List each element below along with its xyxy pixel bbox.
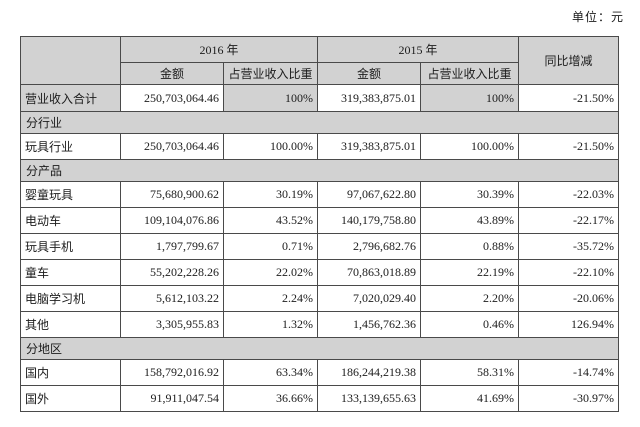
ratio-2016-header: 占营业收入比重	[222, 62, 319, 85]
value-cell: 1,797,799.67	[120, 233, 224, 260]
value-cell: 55,202,228.26	[120, 259, 224, 286]
unit-label: 单位：元	[571, 10, 624, 24]
amount-2016-header: 金额	[120, 62, 224, 85]
row-label: 电动车	[20, 207, 121, 234]
value-cell: -21.50%	[518, 133, 620, 160]
value-cell: 97,067,622.80	[317, 181, 422, 208]
value-cell: 1,456,762.36	[317, 311, 422, 338]
value-cell: 109,104,076.86	[120, 207, 224, 234]
value-cell: -22.17%	[518, 207, 620, 234]
value-cell: 5,612,103.22	[120, 285, 224, 312]
value-cell: 43.52%	[222, 207, 319, 234]
value-cell: 2.20%	[420, 285, 520, 312]
value-cell: -22.03%	[518, 181, 620, 208]
value-cell: 100%	[420, 84, 520, 112]
value-cell: -21.50%	[518, 84, 620, 112]
value-cell: 319,383,875.01	[317, 84, 422, 112]
value-cell: 30.19%	[222, 181, 319, 208]
value-cell: 3,305,955.83	[120, 311, 224, 338]
row-label: 婴童玩具	[20, 181, 121, 208]
value-cell: 250,703,064.46	[120, 133, 224, 160]
value-cell: 70,863,018.89	[317, 259, 422, 286]
value-cell: 58.31%	[420, 359, 520, 386]
value-cell: -20.06%	[518, 285, 620, 312]
value-cell: 2,796,682.76	[317, 233, 422, 260]
value-cell: -14.74%	[518, 359, 620, 386]
value-cell: 1.32%	[222, 311, 319, 338]
value-cell: -35.72%	[518, 233, 620, 260]
amount-2015-header: 金额	[317, 62, 422, 85]
value-cell: 250,703,064.46	[120, 84, 224, 112]
value-cell: 158,792,016.92	[120, 359, 224, 386]
value-cell: 186,244,219.38	[317, 359, 422, 386]
value-cell: 75,680,900.62	[120, 181, 224, 208]
year-2015-header: 2015 年	[317, 36, 520, 63]
value-cell: 319,383,875.01	[317, 133, 422, 160]
value-cell: -30.97%	[518, 385, 620, 412]
value-cell: 91,911,047.54	[120, 385, 224, 412]
row-label: 国外	[20, 385, 121, 412]
table-body: 营业收入合计 250,703,064.46 100% 319,383,875.01 10…	[19, 84, 620, 412]
value-cell: 63.34%	[222, 359, 319, 386]
value-cell: 133,139,655.63	[317, 385, 422, 412]
corner-blank-cell	[20, 36, 121, 85]
revenue-table: 2016 年 2015 年 同比增减 金额 占营业收入比重 金额 占营业收入比重…	[19, 36, 620, 412]
ratio-2015-header: 占营业收入比重	[420, 62, 520, 85]
value-cell: 22.19%	[420, 259, 520, 286]
value-cell: 0.88%	[420, 233, 520, 260]
section-row-label: 分行业	[19, 111, 620, 134]
row-label: 其他	[20, 311, 121, 338]
value-cell: 100.00%	[222, 133, 319, 160]
value-cell: 126.94%	[518, 311, 620, 338]
row-label: 童车	[20, 259, 121, 286]
section-row-label: 分产品	[19, 159, 620, 182]
row-label: 国内	[20, 359, 121, 386]
row-label: 玩具手机	[20, 233, 121, 260]
value-cell: 100%	[222, 84, 319, 112]
value-cell: 7,020,029.40	[317, 285, 422, 312]
yoy-header: 同比增减	[518, 36, 620, 85]
value-cell: 0.71%	[222, 233, 319, 260]
row-label: 玩具行业	[20, 133, 121, 160]
value-cell: 43.89%	[420, 207, 520, 234]
section-row-label: 分地区	[19, 337, 620, 360]
value-cell: 0.46%	[420, 311, 520, 338]
row-label: 电脑学习机	[20, 285, 121, 312]
value-cell: 2.24%	[222, 285, 319, 312]
value-cell: 36.66%	[222, 385, 319, 412]
row-label: 营业收入合计	[20, 84, 121, 112]
value-cell: 100.00%	[420, 133, 520, 160]
year-2016-header: 2016 年	[119, 36, 319, 63]
value-cell: 22.02%	[222, 259, 319, 286]
value-cell: 140,179,758.80	[317, 207, 422, 234]
value-cell: -22.10%	[518, 259, 620, 286]
value-cell: 41.69%	[420, 385, 520, 412]
value-cell: 30.39%	[420, 181, 520, 208]
